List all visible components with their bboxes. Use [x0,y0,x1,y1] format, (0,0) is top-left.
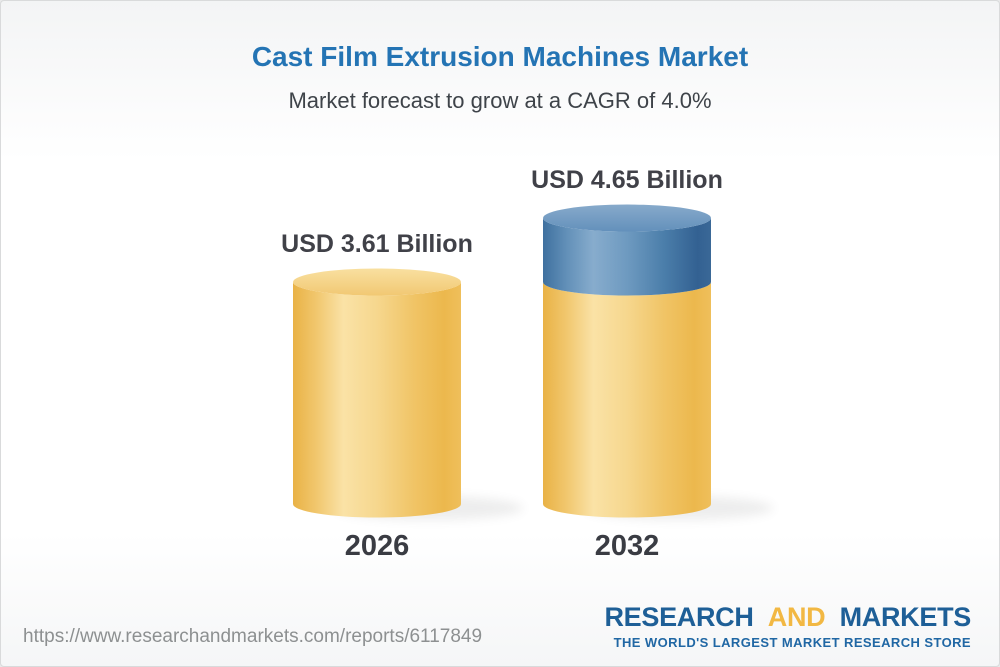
logo-wordmark: RESEARCH AND MARKETS [604,603,971,632]
page-title: Cast Film Extrusion Machines Market [251,41,749,72]
cylinder-segment-base-2026-level [543,281,711,518]
cylinder-cap-2026 [293,268,461,296]
bar-value-label-2032: USD 4.65 Billion [531,166,723,194]
axis-label-2026: 2026 [344,530,410,562]
report-url: https://www.researchandmarkets.com/repor… [23,626,483,647]
cylinder-bars [293,204,773,520]
axis-label-2032: 2032 [594,530,660,562]
logo-word-and: AND [767,602,826,632]
cylinder-segment-market-2026 [293,281,461,518]
chart-subtitle: Market forecast to grow at a CAGR of 4.0… [288,88,712,113]
logo-word-research: RESEARCH [604,602,754,632]
cylinder-segment-growth-2026-2032 [543,218,711,296]
bar-value-label-2026: USD 3.61 Billion [281,230,473,258]
logo-word-markets: MARKETS [839,602,972,632]
cylinder-cap-2032 [543,204,711,232]
logo-tagline: THE WORLD'S LARGEST MARKET RESEARCH STOR… [613,635,971,650]
research-and-markets-logo: RESEARCH AND MARKETS THE WORLD'S LARGEST… [604,603,971,651]
